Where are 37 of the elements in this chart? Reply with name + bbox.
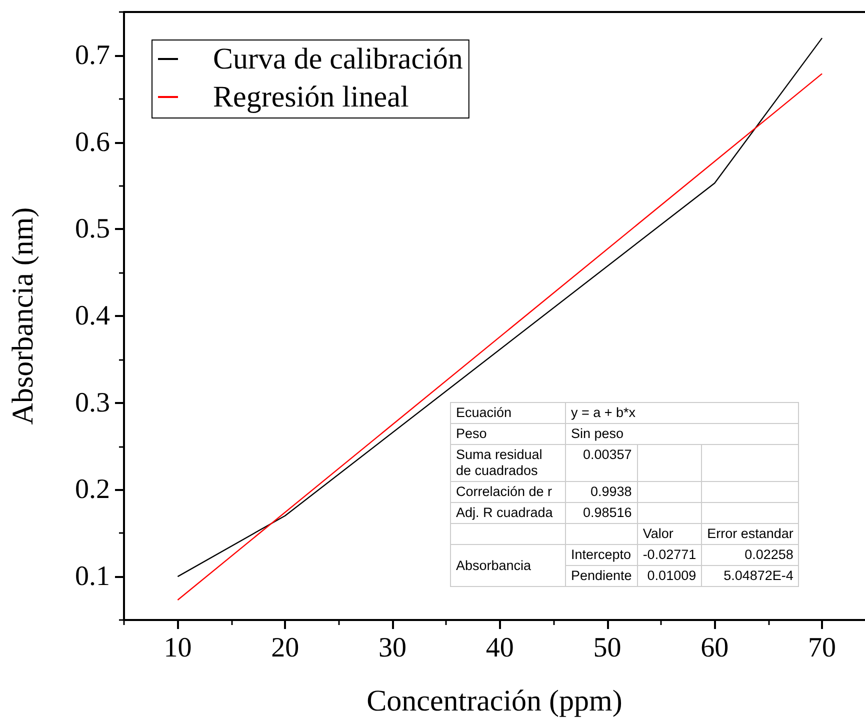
annotation: Intercepto (566, 544, 638, 566)
y-tick-label: 0.1 (75, 561, 110, 592)
annotation: 0.98516 (566, 502, 638, 524)
annotation: 0.01009 (637, 566, 702, 586)
annotation: Adj. R cuadrada (450, 502, 566, 524)
x-axis-title: Concentración (ppm) (366, 684, 622, 718)
annotation: Pendiente (566, 566, 638, 586)
y-tick-label: 0.2 (75, 474, 110, 506)
annotation: 0.9938 (566, 482, 638, 502)
annotation: Peso (450, 424, 566, 444)
annotation: Ecuación (450, 402, 566, 424)
annotation: y = a + b*x (566, 402, 799, 424)
y-tick-label: 0.3 (75, 387, 110, 418)
annotation: Error estandar (702, 524, 799, 544)
x-tick-label: 30 (378, 632, 406, 664)
y-tick-label: 0.6 (75, 126, 110, 158)
annotation: Correlación de r (450, 482, 566, 502)
y-tick-label: 0.4 (75, 300, 110, 332)
annotation: 0.02258 (702, 544, 799, 566)
annotation: Suma residual de cuadrados (450, 444, 566, 482)
x-tick-label: 40 (486, 632, 514, 664)
annotation: Valor (637, 524, 702, 544)
annotation: -0.02771 (637, 544, 702, 566)
x-tick-label: 20 (271, 632, 300, 664)
annotation: 0.00357 (566, 444, 638, 482)
x-tick-label: 60 (700, 632, 729, 664)
y-tick-label: 0.7 (75, 40, 110, 71)
y-axis-title: Absorbancia (nm) (6, 207, 40, 425)
annotation: Sin peso (566, 424, 799, 444)
legend-label: Curva de calibración (213, 42, 463, 76)
y-tick-label: 0.5 (75, 214, 110, 245)
x-tick-label: 10 (164, 632, 192, 664)
annotation: Absorbancia (450, 544, 566, 586)
x-tick-label: 50 (593, 632, 622, 664)
x-tick-label: 70 (808, 632, 836, 664)
annotation: 5.04872E-4 (702, 566, 799, 586)
legend-label: Regresión lineal (213, 80, 409, 114)
